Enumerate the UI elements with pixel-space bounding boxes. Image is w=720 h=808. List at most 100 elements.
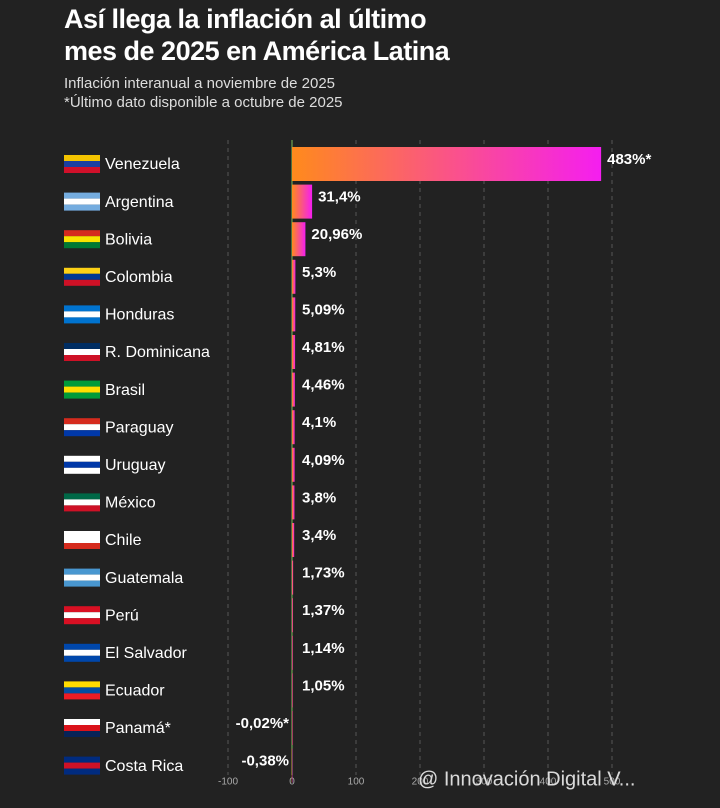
flag-stripe [64, 537, 100, 543]
y-tick-label: Uruguay [105, 457, 165, 474]
bar [291, 748, 293, 783]
flag-stripe [64, 756, 100, 763]
value-label: 4,46% [302, 377, 345, 394]
flag-stripe [64, 349, 100, 355]
x-tick-label: 400 [540, 777, 557, 788]
value-label: 4,09% [302, 452, 345, 469]
flag-stripe [64, 279, 100, 286]
flag-stripe [64, 161, 100, 167]
y-tick-label: Argentina [105, 194, 174, 211]
flag-stripe [64, 380, 100, 387]
flag-stripe [64, 543, 100, 549]
flag-stripe [64, 606, 100, 613]
value-label: 5,3% [302, 264, 336, 281]
flag-stripe [64, 204, 100, 211]
bar [292, 523, 295, 557]
flag-stripe [64, 455, 100, 462]
x-tick-label: 500 [604, 777, 621, 788]
x-tick-label: 100 [348, 777, 365, 788]
bar [292, 410, 295, 445]
flag-stripe [64, 343, 100, 349]
flag-stripe [64, 236, 100, 243]
y-tick-label: Brasil [105, 382, 145, 399]
y-tick-label: Perú [105, 607, 139, 624]
flag-stripe [64, 355, 100, 361]
watermark: @ Innovación Digital V... [418, 768, 635, 790]
flag-stripe [64, 267, 100, 274]
y-tick-label: Costa Rica [105, 758, 183, 775]
value-label: 31,4% [318, 189, 361, 206]
flag-stripe [64, 192, 100, 199]
flag-stripe [64, 655, 100, 662]
y-tick-label: Paraguay [105, 419, 174, 436]
flag-stripe [64, 725, 100, 731]
bar [291, 711, 293, 745]
flag-stripe [64, 386, 100, 393]
flag-stripe [64, 693, 100, 700]
x-tick-label: -100 [218, 777, 238, 788]
flag-stripe [64, 505, 100, 512]
flag-stripe [64, 580, 100, 587]
flag-stripe [64, 499, 100, 506]
y-tick-label: Honduras [105, 307, 174, 324]
flag-stripe [64, 273, 100, 280]
note: *Último dato disponible a octubre de 202… [64, 94, 343, 111]
flag-stripe [64, 568, 100, 575]
flag-stripe [64, 155, 100, 161]
y-tick-label: R. Dominicana [105, 344, 210, 361]
value-label: -0,02%* [236, 715, 290, 732]
flag-stripe [64, 574, 100, 581]
flag-stripe [64, 643, 100, 650]
flag-stripe [64, 392, 100, 399]
flag-stripe [64, 618, 100, 625]
flag-stripe [64, 687, 100, 694]
flag-stripe [64, 311, 100, 318]
flag-stripe [64, 230, 100, 237]
bar [292, 673, 293, 708]
flag-stripe [64, 461, 100, 468]
flag-stripe [64, 305, 100, 312]
value-label: -0,38% [241, 753, 289, 770]
y-tick-label: Guatemala [105, 570, 183, 587]
flag-stripe [64, 768, 100, 775]
value-label: 3,4% [302, 527, 336, 544]
flag-stripe [64, 531, 100, 537]
flag-stripe [64, 317, 100, 324]
flag-stripe [64, 418, 100, 425]
x-tick-label: 200 [412, 777, 429, 788]
value-label: 1,37% [302, 602, 345, 619]
flag-stripe [64, 242, 100, 249]
subtitle: Inflación interanual a noviembre de 2025 [64, 75, 336, 92]
flag-stripe [64, 762, 100, 769]
y-tick-label: Colombia [105, 269, 173, 286]
value-label: 20,96% [311, 226, 362, 243]
flag-stripe [64, 467, 100, 474]
value-label: 3,8% [302, 489, 336, 506]
value-label: 4,1% [302, 414, 336, 431]
y-tick-label: El Salvador [105, 645, 187, 662]
value-label: 5,09% [302, 301, 345, 318]
value-label: 483%* [607, 151, 651, 168]
flag-stripe [64, 612, 100, 619]
flag-stripe [64, 719, 100, 725]
x-tick-label: 300 [476, 777, 493, 788]
value-label: 1,14% [302, 640, 345, 657]
bar [292, 635, 293, 670]
value-label: 1,05% [302, 677, 345, 694]
bar [292, 485, 295, 520]
bar [292, 259, 296, 294]
flag-stripe [64, 167, 100, 173]
bar [292, 222, 306, 257]
bar [292, 598, 293, 633]
bar [292, 147, 602, 181]
bar [292, 372, 295, 407]
title-line: mes de 2025 en América Latina [64, 36, 450, 66]
y-tick-label: Chile [105, 532, 142, 549]
flag-stripe [64, 649, 100, 656]
value-label: 4,81% [302, 339, 345, 356]
bar [292, 335, 296, 369]
bar [292, 297, 296, 332]
y-tick-label: Bolivia [105, 231, 152, 248]
